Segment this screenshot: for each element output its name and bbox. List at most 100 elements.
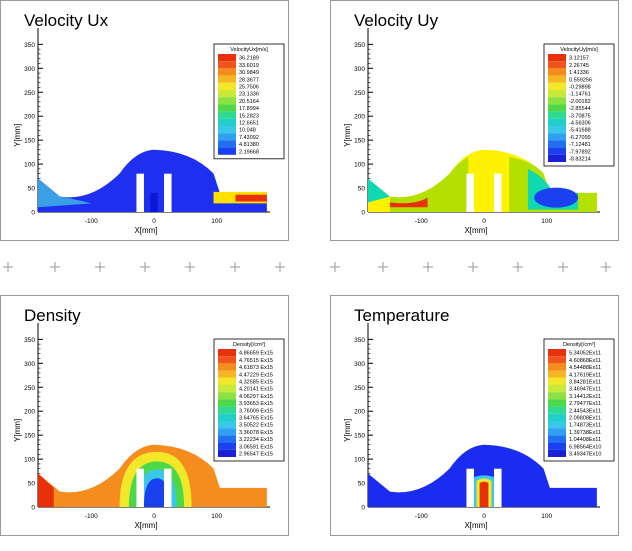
y-tick-label: 100 (354, 162, 365, 169)
legend-swatch (548, 363, 566, 371)
legend-value: -1.14761 (569, 92, 591, 98)
legend-title: Density[/cm³] (233, 342, 266, 348)
y-tick-label: 50 (28, 481, 36, 488)
legend-swatch (218, 421, 236, 429)
legend-value: 15.2823 (239, 113, 259, 119)
legend-title: Density[/cm³] (563, 342, 596, 348)
x-tick-label: 0 (482, 513, 486, 520)
y-tick-label: 150 (354, 433, 365, 440)
legend-value: 12.6651 (239, 121, 259, 127)
x-tick-label: 100 (211, 218, 222, 225)
y-tick-label: 0 (31, 210, 35, 217)
panel-title: Temperature (354, 306, 449, 325)
y-tick-label: 50 (358, 186, 366, 193)
legend-value: 2.79477Ex11 (569, 401, 601, 407)
legend-swatch (218, 118, 236, 126)
panel-frame (330, 0, 619, 241)
legend-swatch (548, 54, 566, 62)
y-axis-label: Y[mm] (343, 419, 352, 442)
legend-value: 4.61873 Ex15 (239, 365, 273, 371)
y-axis-label: Y[mm] (13, 419, 22, 442)
domain-body (38, 149, 267, 212)
y-tick-label: 200 (354, 114, 365, 121)
x-tick-label: 0 (152, 513, 156, 520)
legend-value: 20.5164 (239, 99, 259, 105)
legend-swatch (548, 133, 566, 141)
plus-marker (95, 262, 105, 272)
y-tick-label: 100 (24, 457, 35, 464)
legend-value: 2.09808Ex11 (569, 416, 601, 422)
y-tick-label: 150 (24, 138, 35, 145)
y-tick-label: 350 (354, 337, 365, 344)
panel-frame (0, 0, 289, 241)
region-right-blue (534, 187, 579, 208)
legend-swatch (548, 356, 566, 364)
legend-value: 3.93653 Ex15 (239, 401, 273, 407)
y-tick-label: 250 (24, 385, 35, 392)
y-tick-label: 350 (354, 42, 365, 49)
legend-swatch (218, 435, 236, 443)
chart-panel-uy: Velocity Uy 0 50 100 150 200 250 300 350 -100 0 100… (330, 0, 619, 241)
legend-value: -2.00182 (569, 99, 591, 105)
inlet-slot-left (136, 468, 144, 507)
y-tick-label: 250 (354, 90, 365, 97)
plus-marker (3, 262, 13, 272)
legend-value: 4.76515 Ex15 (239, 358, 273, 364)
y-tick-label: 350 (24, 337, 35, 344)
legend-value: -3.70875 (569, 113, 591, 119)
legend-swatch (218, 449, 236, 457)
y-tick-label: 200 (24, 409, 35, 416)
legend-value: 4.54488Ex11 (569, 365, 601, 371)
inlet-slot-left (466, 468, 474, 507)
region-left-red (389, 197, 428, 208)
legend-value: 5.34052Ex11 (569, 351, 601, 357)
panel-title: Density (24, 306, 81, 325)
legend-swatch (548, 118, 566, 126)
legend-swatch (548, 377, 566, 385)
legend-value: 3.22234 Ex15 (239, 437, 273, 443)
inlet-slot-right (494, 173, 502, 212)
legend-value: 3.46947Ex11 (569, 387, 601, 393)
legend-swatch (218, 399, 236, 407)
legend-value: 3.49347Ex10 (569, 452, 601, 458)
region-core-red (479, 481, 489, 507)
legend-value: -7.97892 (569, 149, 591, 155)
y-tick-label: 200 (354, 409, 365, 416)
legend-title: VelocityUy[m/s] (560, 47, 598, 53)
inlet-slot-right (164, 468, 172, 507)
legend-value: -2.85544 (569, 106, 591, 112)
legend-value: 3.36078 Ex15 (239, 430, 273, 436)
field-plot (38, 444, 267, 507)
legend-swatch (548, 68, 566, 76)
x-axis-label: X[mm] (464, 521, 487, 530)
legend-swatch (218, 413, 236, 421)
y-tick-label: 0 (361, 505, 365, 512)
legend-value: 36.2189 (239, 56, 259, 62)
inlet-slot-right (164, 173, 172, 212)
legend-value: 33.6019 (239, 63, 259, 69)
panel-title: Velocity Uy (354, 11, 439, 30)
legend-swatch (218, 133, 236, 141)
legend-swatch (548, 435, 566, 443)
x-tick-label: -100 (415, 513, 428, 520)
panel-title: Velocity Ux (24, 11, 109, 30)
legend-swatch (218, 54, 236, 62)
region-left-cyan (368, 178, 390, 203)
plus-marker (330, 262, 340, 272)
x-tick-label: 100 (541, 513, 552, 520)
y-tick-label: 300 (24, 66, 35, 73)
legend-swatch (218, 392, 236, 400)
legend-swatch (548, 385, 566, 393)
legend-value: -4.56306 (569, 121, 591, 127)
plus-marker (513, 262, 523, 272)
region-left-red (38, 473, 54, 507)
legend-value: 3.84281Ex11 (569, 380, 601, 386)
legend-value: 28.3677 (239, 77, 259, 83)
legend-swatch (548, 406, 566, 414)
legend-value: 1.39738Ex11 (569, 430, 601, 436)
plus-marker (50, 262, 60, 272)
legend-swatch (548, 126, 566, 134)
legend-swatch (548, 61, 566, 69)
legend-swatch (218, 111, 236, 119)
